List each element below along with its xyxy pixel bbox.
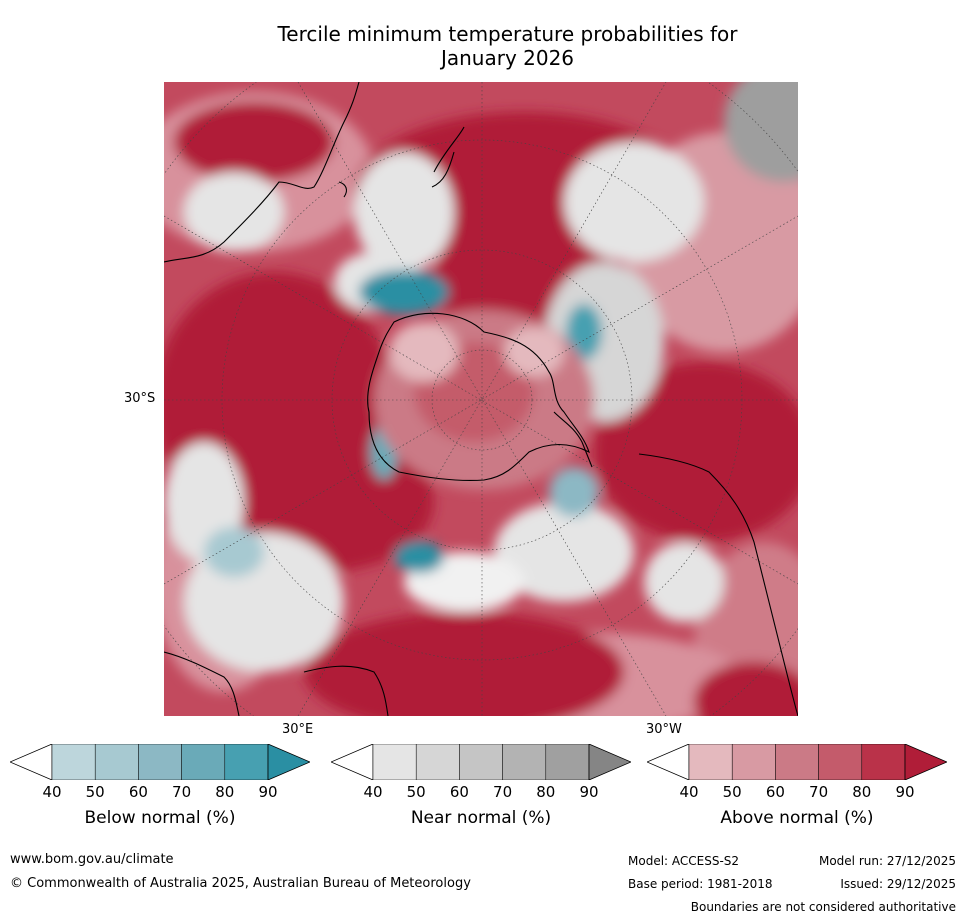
colorbar-right-triangle (267, 744, 310, 780)
colorbar-segment (731, 744, 776, 780)
colorbar-left-triangle (10, 744, 53, 780)
colorbar-below-label: Below normal (%) (84, 808, 236, 828)
footer-disclaimer: Boundaries are not considered authoritat… (690, 900, 956, 914)
colorbar-near-label: Near normal (%) (410, 808, 552, 828)
colorbar-left-triangle (647, 744, 690, 780)
colorbar-below-graphic (10, 744, 310, 780)
colorbar-below-ticks: 40 50 60 70 80 90 (10, 783, 310, 803)
colorbar-segment (861, 744, 906, 780)
footer-copyright: © Commonwealth of Australia 2025, Austra… (10, 876, 471, 891)
title-line-2: January 2026 (440, 46, 575, 70)
colorbar-tick-label: 40 (363, 783, 383, 801)
footer-model-run: Model run: 27/12/2025 (818, 854, 956, 868)
colorbar-tick-label: 50 (85, 783, 105, 801)
colorbar-segment (688, 744, 733, 780)
coastlines (164, 82, 798, 716)
colorbar-segment (51, 744, 96, 780)
colorbar-segment (775, 744, 819, 780)
title-line-1: Tercile minimum temperature probabilitie… (277, 22, 738, 46)
graticule (164, 82, 798, 716)
colorbar-left-triangle (331, 744, 374, 780)
colorbar-above-ticks: 40 50 60 70 80 90 (647, 783, 947, 803)
colorbar-tick-label: 80 (852, 783, 872, 801)
colorbar-tick-label: 90 (258, 783, 278, 801)
colorbar-tick-label: 40 (42, 783, 62, 801)
colorbar-tick-label: 70 (172, 783, 192, 801)
colorbar-segment (224, 744, 269, 780)
footer-issued: Issued: 29/12/2025 (840, 877, 956, 891)
lon-label-30w: 30°W (646, 722, 682, 737)
lon-label-30e: 30°E (282, 722, 314, 737)
colorbar-segment (138, 744, 182, 780)
colorbar-segment (459, 744, 503, 780)
colorbar-segment (94, 744, 139, 780)
colorbar-tick-label: 90 (579, 783, 599, 801)
colorbar-segment (502, 744, 547, 780)
colorbar-tick-label: 90 (895, 783, 915, 801)
colorbar-tick-label: 60 (449, 783, 469, 801)
probability-fields (164, 82, 798, 716)
colorbar-above-graphic (647, 744, 947, 780)
probability-map (164, 82, 798, 716)
colorbar-tick-label: 50 (406, 783, 426, 801)
colorbar-tick-label: 80 (215, 783, 235, 801)
colorbar-tick-label: 60 (765, 783, 785, 801)
colorbar-segment (181, 744, 226, 780)
colorbar-tick-label: 80 (536, 783, 556, 801)
colorbar-segment (545, 744, 590, 780)
colorbar-tick-label: 70 (809, 783, 829, 801)
colorbar-right-triangle (588, 744, 631, 780)
colorbar-tick-label: 70 (493, 783, 513, 801)
colorbar-right-triangle (904, 744, 947, 780)
colorbar-segment (415, 744, 460, 780)
colorbar-tick-label: 40 (679, 783, 699, 801)
map-title: Tercile minimum temperature probabilitie… (160, 22, 855, 70)
footer-url[interactable]: www.bom.gov.au/climate (10, 852, 174, 867)
colorbar-tick-label: 60 (128, 783, 148, 801)
colorbar-segment (372, 744, 417, 780)
footer-model: Model: ACCESS-S2 (628, 854, 740, 868)
lat-label-30s: 30°S (124, 391, 156, 406)
colorbar-above-label: Above normal (%) (720, 808, 874, 828)
colorbar-near-ticks: 40 50 60 70 80 90 (331, 783, 631, 803)
colorbar-segment (818, 744, 863, 780)
colorbar-near-graphic (331, 744, 631, 780)
footer-base-period: Base period: 1981-2018 (628, 877, 773, 891)
colorbar-tick-label: 50 (722, 783, 742, 801)
